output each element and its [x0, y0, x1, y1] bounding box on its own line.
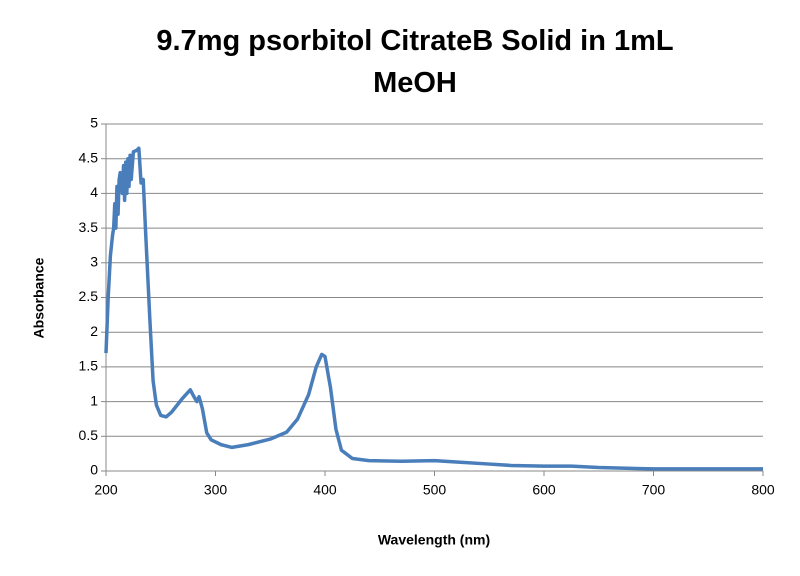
- x-tick-label: 200: [94, 482, 118, 498]
- y-tick-label: 1.5: [79, 358, 99, 374]
- y-tick-label: 1: [90, 392, 98, 408]
- y-tick-label: 5: [90, 115, 98, 131]
- x-tick-label: 400: [313, 482, 337, 498]
- x-tick-label: 300: [204, 482, 228, 498]
- x-tick-label: 700: [642, 482, 666, 498]
- y-tick-label: 4.5: [79, 149, 99, 165]
- y-tick-label: 2.5: [79, 288, 99, 304]
- y-tick-label: 3.5: [79, 219, 99, 235]
- y-axis-title: Absorbance: [31, 257, 47, 338]
- x-tick-label: 600: [532, 482, 556, 498]
- data-line: [104, 146, 763, 471]
- chart-title: 9.7mg psorbitol CitrateB Solid in 1mL Me…: [156, 25, 674, 99]
- x-axis-title: Wavelength (nm): [378, 532, 490, 548]
- y-tick-label: 4: [90, 184, 98, 200]
- y-tick-label: 3: [90, 254, 98, 270]
- x-tick-label: 500: [423, 482, 447, 498]
- y-tick-label: 2: [90, 323, 98, 339]
- x-tick-label: 800: [751, 482, 775, 498]
- y-tick-label: 0: [90, 462, 98, 478]
- y-tick-label: 0.5: [79, 427, 99, 443]
